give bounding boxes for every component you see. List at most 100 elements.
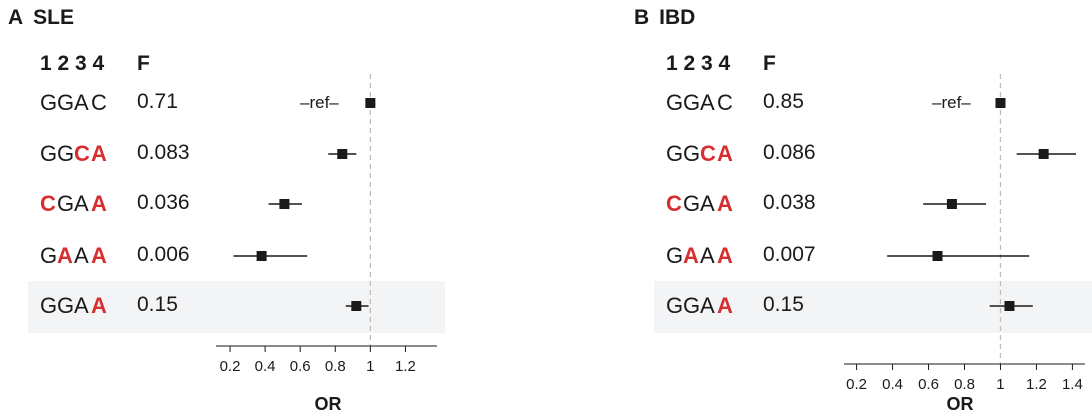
frequency-value: 0.15	[137, 293, 178, 316]
or-point	[365, 98, 376, 108]
allele-letter: A	[91, 293, 107, 318]
forest-plot: 0.2 0.4 0.6 0.8 1 1.2	[216, 74, 437, 375]
x-tick-label: 0.6	[290, 358, 311, 375]
panel-ibd: B IBD 1 2 3 4 F OR GGA C 0.85 –ref– GGCA 0.086…	[546, 0, 1092, 417]
allele-letter: G	[57, 90, 75, 115]
haplotype-label: GAA A	[666, 243, 734, 269]
allele-letter: G	[666, 141, 684, 166]
allele-letter: C	[700, 141, 716, 166]
or-point	[932, 251, 943, 261]
panel-sle: A SLE 1 2 3 4 F OR GGA C 0.71 –ref– GGCA 0.083…	[8, 6, 445, 414]
x-tick-label: 1	[366, 358, 374, 375]
x-tick-label: 1.4	[1062, 376, 1083, 393]
allele-letter: G	[40, 90, 58, 115]
allele-letter: A	[717, 191, 733, 216]
highlight-row-bg	[654, 281, 1092, 333]
allele-letter: G	[666, 243, 684, 268]
haplotype-label: GGCA	[666, 141, 734, 167]
haplotype-label: CGA A	[666, 191, 734, 217]
freq-header: F	[763, 52, 776, 75]
haplotype-label: GGA A	[666, 293, 734, 319]
allele-letter: G	[57, 191, 75, 216]
or-point	[1004, 301, 1015, 311]
x-tick-label: 0.2	[846, 376, 867, 393]
haplotype-label: GAA A	[40, 243, 108, 269]
or-point	[351, 301, 362, 311]
allele-letter: A	[74, 293, 89, 318]
allele-letter: C	[91, 90, 107, 115]
allele-letter: A	[91, 191, 107, 216]
allele-letter: A	[700, 90, 715, 115]
allele-letter: G	[40, 243, 58, 268]
allele-letter: G	[683, 191, 701, 216]
allele-letter: A	[91, 141, 107, 166]
allele-letter: C	[74, 141, 90, 166]
allele-letter: G	[57, 293, 75, 318]
x-tick-label: 1	[996, 376, 1004, 393]
haplotype-label: GGA A	[40, 293, 108, 319]
panel-letter: A	[8, 6, 24, 29]
allele-letter: C	[717, 90, 733, 115]
or-point	[995, 98, 1006, 108]
allele-letter: A	[717, 293, 733, 318]
frequency-value: 0.086	[763, 141, 816, 164]
frequency-value: 0.038	[763, 191, 816, 214]
allele-letter: C	[40, 191, 56, 216]
allele-letter: A	[74, 191, 89, 216]
x-tick-label: 1.2	[395, 358, 416, 375]
allele-letter: C	[666, 191, 682, 216]
position-header: 1 2 3 4	[666, 52, 731, 75]
allele-letter: A	[700, 243, 715, 268]
position-header: 1 2 3 4	[40, 52, 105, 75]
x-tick-label: 0.6	[918, 376, 939, 393]
x-tick-label: 1.2	[1026, 376, 1047, 393]
allele-letter: A	[700, 293, 715, 318]
allele-letter: G	[57, 141, 75, 166]
allele-letter: A	[717, 243, 733, 268]
haplotype-label: GGA C	[666, 90, 734, 116]
allele-letter: G	[683, 90, 701, 115]
x-tick-label: 0.8	[325, 358, 346, 375]
frequency-value: 0.15	[763, 293, 804, 316]
x-tick-label: 0.4	[882, 376, 903, 393]
allele-letter: A	[74, 90, 89, 115]
allele-letter: A	[700, 191, 715, 216]
allele-letter: G	[666, 293, 684, 318]
frequency-value: 0.007	[763, 243, 816, 266]
ref-label: –ref–	[932, 93, 971, 112]
frequency-value: 0.006	[137, 243, 190, 266]
x-axis-title: OR	[314, 394, 342, 414]
freq-header: F	[137, 52, 150, 75]
frequency-value: 0.71	[137, 90, 178, 113]
highlight-row-bg	[28, 281, 445, 333]
haplotype-label: CGA A	[40, 191, 108, 217]
allele-letter: G	[683, 141, 701, 166]
or-point	[946, 199, 957, 209]
allele-letter: G	[666, 90, 684, 115]
allele-letter: A	[91, 243, 107, 268]
haplotype-label: GGA C	[40, 90, 108, 116]
or-point	[1038, 149, 1049, 159]
haplotype-label: GGCA	[40, 141, 108, 167]
or-point	[337, 149, 348, 159]
or-point	[256, 251, 267, 261]
ref-label: –ref–	[300, 93, 339, 112]
x-tick-label: 0.8	[954, 376, 975, 393]
panel-title: B IBD	[634, 6, 695, 30]
panel-name: SLE	[33, 6, 75, 29]
allele-letter: A	[683, 243, 699, 268]
panel-letter: B	[634, 6, 650, 29]
frequency-value: 0.036	[137, 191, 190, 214]
allele-letter: A	[57, 243, 73, 268]
allele-letter: G	[40, 141, 58, 166]
panel-title: A SLE	[8, 6, 74, 30]
x-tick-label: 0.2	[220, 358, 241, 375]
allele-letter: G	[683, 293, 701, 318]
forest-plot: 0.2 0.4 0.6 0.8 1 1.2 1.4	[844, 74, 1085, 393]
frequency-value: 0.85	[763, 90, 804, 113]
allele-letter: A	[74, 243, 89, 268]
frequency-value: 0.083	[137, 141, 190, 164]
allele-letter: A	[717, 141, 733, 166]
panel-name: IBD	[659, 6, 696, 29]
x-tick-label: 0.4	[255, 358, 276, 375]
